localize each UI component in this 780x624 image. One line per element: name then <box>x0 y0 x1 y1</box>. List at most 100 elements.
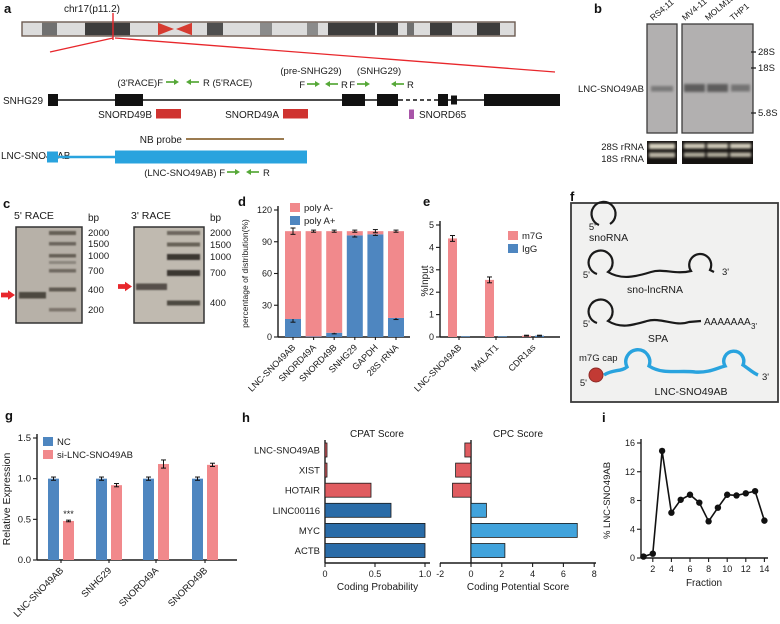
x-tick-label: 0 <box>322 569 327 579</box>
legend-label: NC <box>57 437 71 448</box>
x-tick-label: 6 <box>561 569 566 579</box>
y-axis-label: %Input <box>420 265 431 296</box>
chart-title: CPAT Score <box>350 429 404 440</box>
data-point <box>742 490 749 497</box>
snhg29-gene-track <box>48 94 560 106</box>
bar <box>158 464 169 560</box>
bar <box>324 502 392 518</box>
sno-lncrna-curve <box>587 249 715 278</box>
y-tick-label: 30 <box>262 300 272 310</box>
snhg29-f-label: F <box>349 80 355 91</box>
lane-label: RS4;11 <box>648 0 676 23</box>
polya-tail-label: AAAAAAA <box>704 317 751 328</box>
lane-label: MV4-11 <box>680 0 709 23</box>
legend-label: si-LNC-SNO49AB <box>57 450 133 461</box>
bar <box>285 231 301 320</box>
y-tick-label: 0.5 <box>18 514 31 525</box>
bar <box>192 478 203 560</box>
fractionation-chart: 0 4 8 12 16 2 4 6 8 10 12 14 Fraction % LNC-SNO49AB <box>602 438 769 589</box>
y-tick-label: 0 <box>267 332 272 342</box>
transcript-name: LNC-SNO49AB <box>1 151 71 162</box>
ladder-size: 700 <box>88 266 104 277</box>
bar <box>326 231 343 333</box>
x-category-label: CDR1as <box>506 342 537 373</box>
three-prime-label: 3' <box>751 322 757 331</box>
lnc-r-label: R <box>263 168 270 179</box>
reverse-primer-arrow <box>325 81 338 87</box>
snhg29-primer-set-label: (SNHG29) <box>357 66 401 77</box>
bar <box>455 462 472 478</box>
y-tick-label: 60 <box>262 269 272 279</box>
five-prime-label: 5' <box>580 378 587 389</box>
significance-annotation: *** <box>63 509 74 519</box>
data-point <box>705 518 712 525</box>
ladder-size: 700 <box>210 268 226 279</box>
panel-c: 5' RACE bp 2000 1500 1000 700 400 200 3'… <box>0 195 240 407</box>
x-category-label: MALAT1 <box>469 342 500 373</box>
northern-blot: RS4;11 MV4-11 MOLM13 THP1 LNC-SNO49AB 28… <box>578 0 778 165</box>
panel-a: chr17(p11.2) <box>0 0 570 192</box>
bar <box>324 543 426 558</box>
x-tick-label: 0.5 <box>369 569 382 579</box>
forward-primer-arrow <box>227 169 240 175</box>
bar <box>326 332 343 337</box>
panel-label-h: h <box>242 410 250 425</box>
bar <box>63 520 74 560</box>
bar <box>324 523 426 538</box>
exon <box>48 94 58 106</box>
x-axis-label: Coding Probability <box>337 582 418 593</box>
x-category-label: SNORD49B <box>166 565 210 609</box>
x-tick-label: 12 <box>741 564 751 574</box>
data-point <box>686 491 694 498</box>
sample-band <box>136 283 167 290</box>
bar <box>305 231 322 337</box>
snord49a-box <box>283 109 308 119</box>
data-point <box>649 550 656 557</box>
ladder-size: 2000 <box>210 228 231 239</box>
chromosome-band-label: chr17(p11.2) <box>64 4 120 15</box>
knockdown-expression-chart: 0.0 0.5 1.0 1.5 Relative Expression LNC-SNO49… <box>1 433 237 620</box>
x-axis-label: Fraction <box>686 578 722 589</box>
snord65-label: SNORD65 <box>419 110 467 121</box>
y-tick-label: 4 <box>429 242 434 252</box>
schematic-box <box>570 202 779 403</box>
snord49b-label: SNORD49B <box>98 110 152 121</box>
bar <box>143 478 154 560</box>
race5-primer-label: R (5'RACE) <box>203 78 252 89</box>
sno-lncrna-label: sno-lncRNA <box>627 284 683 296</box>
gel-title: 3' RACE <box>131 210 171 222</box>
y-tick-label: 90 <box>262 237 272 247</box>
ladder-size: 400 <box>88 285 104 296</box>
gel-ladder-bands <box>136 231 200 306</box>
reverse-primer-arrow <box>391 81 404 87</box>
bar <box>388 231 404 318</box>
panel-label-g: g <box>5 408 13 423</box>
y-tick-label: 1.5 <box>18 433 31 444</box>
category-label: LINC00116 <box>273 506 320 517</box>
panel-label-a: a <box>4 1 12 16</box>
x-tick-label: -2 <box>436 569 444 579</box>
bar <box>305 336 322 337</box>
size-marker-label: 28S <box>758 47 775 58</box>
centromere-left <box>158 22 174 36</box>
y-tick-label: 16 <box>625 438 635 448</box>
size-marker-label: 5.8S <box>758 108 778 119</box>
ladder-size: 400 <box>210 298 226 309</box>
data-point <box>724 491 731 498</box>
snord49b-box <box>156 109 181 119</box>
panel-label-f: f <box>570 189 575 204</box>
legend-swatch <box>508 244 518 253</box>
y-tick-label: 3 <box>429 265 434 275</box>
gel-ladder-bands <box>19 231 76 312</box>
nb-probe-label: NB probe <box>140 135 183 146</box>
data-point <box>714 504 722 511</box>
y-tick-label: 5 <box>429 220 434 230</box>
panel-label-c: c <box>3 196 11 211</box>
blot-membrane <box>646 23 678 134</box>
data-point <box>761 517 768 524</box>
data-point <box>751 487 759 495</box>
band-arrow <box>118 281 132 292</box>
centromere-right <box>176 22 192 36</box>
legend-swatch <box>508 231 518 240</box>
